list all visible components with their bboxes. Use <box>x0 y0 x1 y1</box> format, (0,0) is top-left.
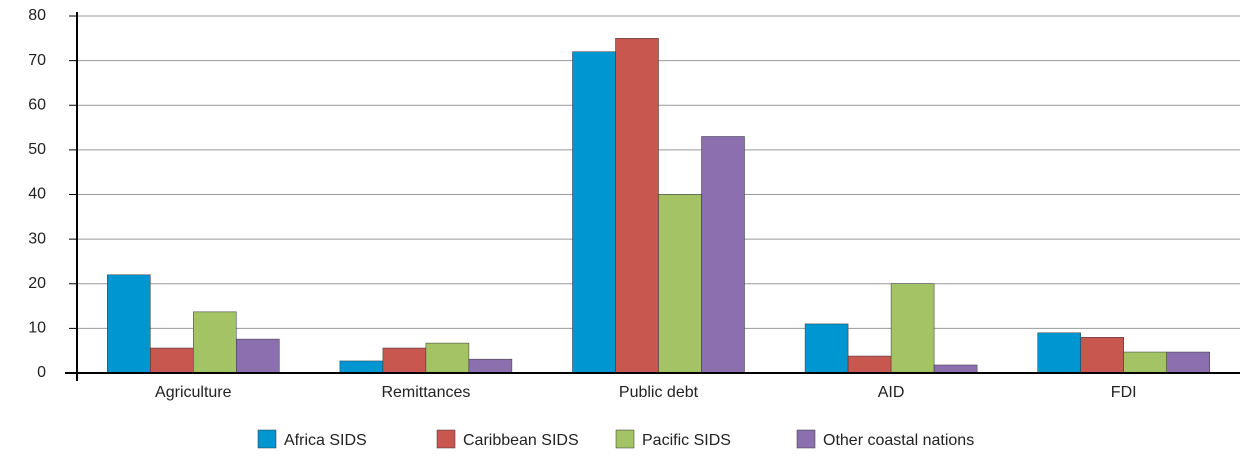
bar <box>1037 332 1081 374</box>
x-tick-label: Remittances <box>381 384 470 401</box>
x-tick-label: AID <box>878 384 905 401</box>
y-tick-label: 80 <box>28 7 46 24</box>
bar <box>701 136 745 374</box>
x-tick-label: Agriculture <box>155 384 232 401</box>
y-tick-label: 50 <box>28 141 46 158</box>
y-tick-label: 20 <box>28 275 46 292</box>
bar <box>150 347 194 374</box>
y-tick-label: 30 <box>28 230 46 247</box>
bar <box>468 358 513 374</box>
bar <box>236 338 280 374</box>
bar <box>339 360 384 374</box>
bar <box>804 323 849 374</box>
bar <box>847 355 892 374</box>
bar <box>382 347 427 374</box>
legend-swatch <box>257 429 277 449</box>
legend-label: Pacific SIDS <box>642 432 731 449</box>
bar <box>890 283 935 374</box>
y-tick-label: 60 <box>28 96 46 113</box>
y-tick-label: 70 <box>28 52 46 69</box>
legend-label: Africa SIDS <box>284 432 367 449</box>
bar <box>425 342 470 374</box>
bar <box>933 364 978 374</box>
bar <box>615 38 659 374</box>
bar <box>572 51 616 374</box>
y-tick-label: 0 <box>37 364 46 381</box>
bar <box>658 194 702 374</box>
legend-swatch <box>436 429 456 449</box>
bar <box>1166 351 1210 374</box>
legend-label: Other coastal nations <box>823 432 974 449</box>
bar <box>1123 351 1167 374</box>
bar <box>107 274 151 374</box>
x-tick-label: Public debt <box>619 384 699 401</box>
bar <box>1080 337 1124 374</box>
y-tick-label: 10 <box>28 320 46 337</box>
legend-swatch <box>796 429 816 449</box>
bar <box>193 311 237 374</box>
legend-swatch <box>615 429 635 449</box>
y-tick-label: 40 <box>28 186 46 203</box>
legend-label: Caribbean SIDS <box>463 432 579 449</box>
x-tick-label: FDI <box>1111 384 1137 401</box>
